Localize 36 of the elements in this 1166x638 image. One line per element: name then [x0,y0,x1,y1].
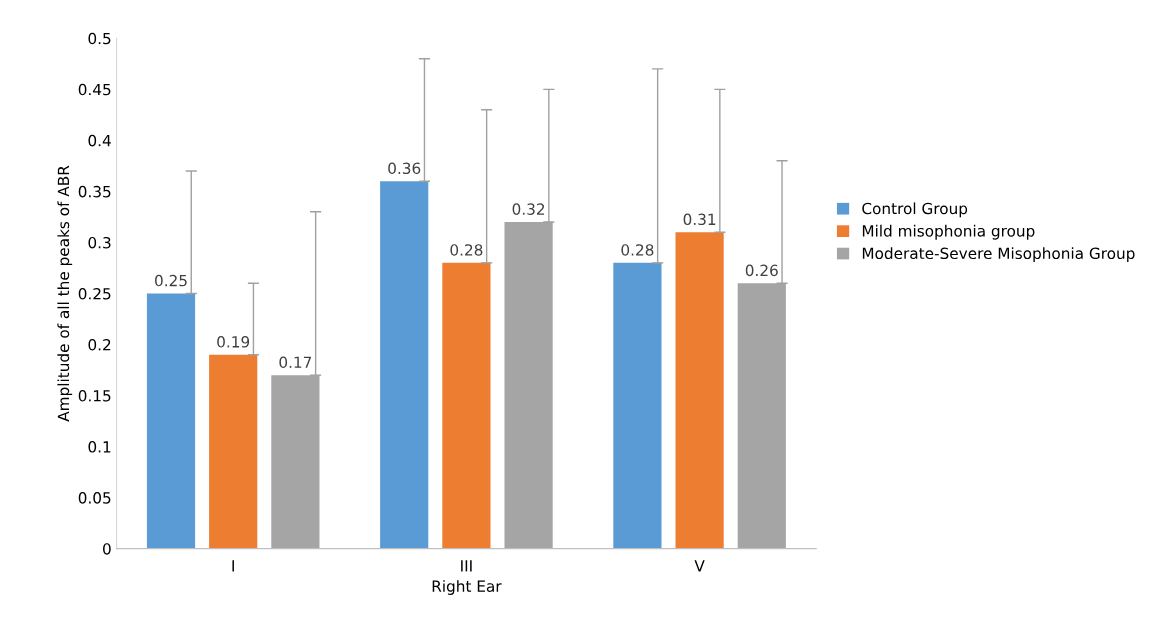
y-tick-label: 0.25 [78,287,111,300]
y-tick-label: 0.05 [78,492,111,504]
data-label: 0.25 [155,274,187,287]
y-tick-label: 0.35 [78,185,111,198]
bar [442,262,491,549]
x-tick-label: V [694,560,705,572]
y-tick-label: 0.4 [88,134,111,147]
y-tick-label: 0.5 [88,32,111,45]
data-label: 0.28 [450,244,483,256]
y-tick-label: 0.1 [88,441,111,453]
bar [146,293,196,549]
bar [271,375,320,549]
legend-label: Control Group [862,202,968,218]
x-tick-label: III [461,560,472,572]
data-label: 0.19 [217,336,250,348]
y-axis-title: Amplitude of all the peaks of ABR [57,165,73,422]
bar [380,181,429,549]
data-label: 0.31 [683,213,716,226]
data-label: 0.28 [621,244,654,256]
bar [613,262,662,549]
y-tick-label: 0.2 [88,338,111,351]
y-tick-label: 0 [103,543,111,555]
bar [504,222,553,549]
data-label: 0.26 [745,264,778,277]
y-tick-label: 0.3 [88,236,111,249]
y-tick-label: 0.15 [78,390,111,402]
legend-label: Moderate-Severe Misophonia Group [862,247,1135,263]
data-label: 0.17 [279,356,312,369]
legend-label: Mild misophonia group [862,224,1035,240]
bar [675,232,724,549]
x-tick-label: I [232,560,234,572]
data-label: 0.32 [512,203,545,215]
y-tick-label: 0.45 [78,83,111,96]
bar [209,354,258,549]
data-label: 0.36 [388,162,421,175]
x-axis-title: Right Ear [432,580,502,595]
